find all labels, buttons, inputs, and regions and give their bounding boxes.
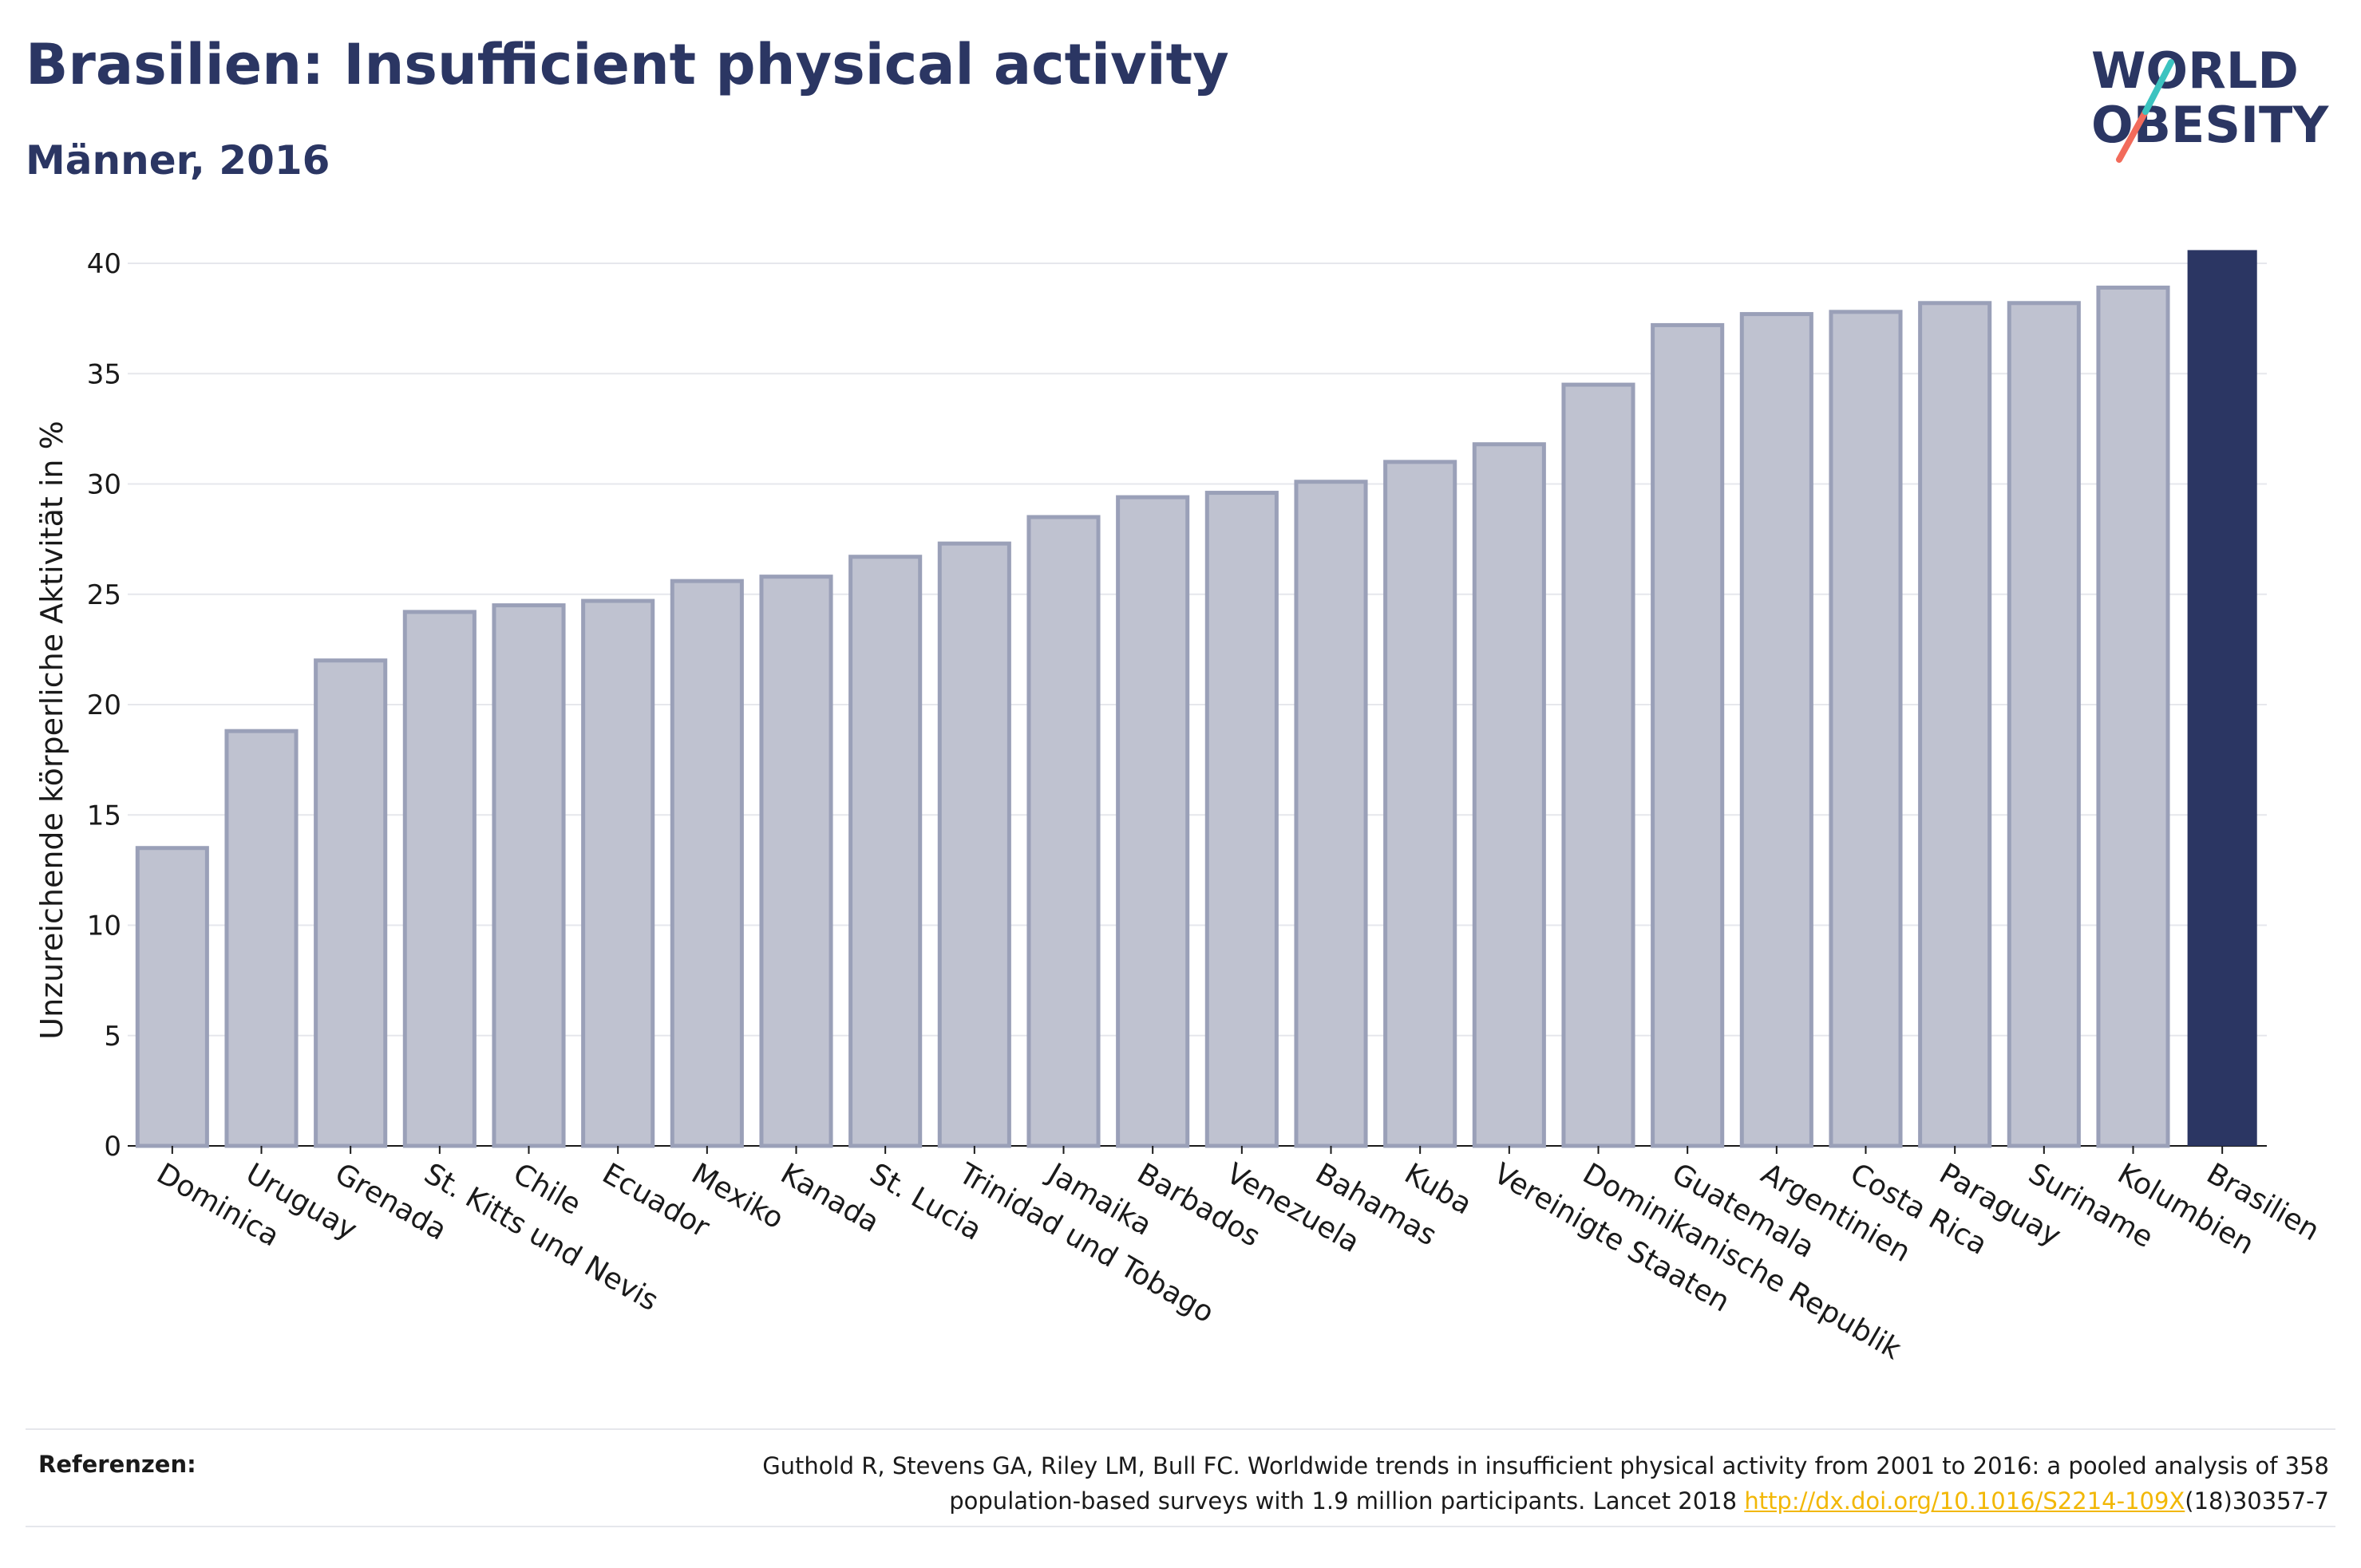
logo-slash-teal (2142, 59, 2174, 115)
references-label: Referenzen: (38, 1451, 196, 1478)
reference-line1: Guthold R, Stevens GA, Riley LM, Bull FC… (762, 1452, 2329, 1479)
y-tick-label: 20 (87, 689, 121, 721)
y-tick-label: 10 (87, 910, 121, 942)
bar-mexiko (670, 579, 744, 1148)
reference-line2: population-based surveys with 1.9 millio… (949, 1487, 1745, 1515)
bar-costa-rica (1829, 310, 1903, 1148)
bar-grenada (314, 658, 388, 1148)
bar-kanada (759, 575, 833, 1148)
bar-trinidad-und-tobago (937, 541, 1011, 1148)
bar-guatemala (1651, 322, 1725, 1148)
chart-title: Brasilien: Insufficient physical activit… (26, 32, 1229, 97)
footer-divider-bottom (26, 1526, 2335, 1527)
bar-argentinien (1739, 312, 1813, 1148)
bar-st-kitts-und-nevis (402, 610, 477, 1148)
bar-uruguay (224, 729, 299, 1148)
bar-vereinigte-staaten (1472, 442, 1546, 1148)
y-tick-label: 30 (87, 469, 121, 501)
bar-chart: 0 5 10 15 20 25 30 35 40 DominicaUruguayGrenadaS… (34, 248, 2325, 1366)
bar-suriname (2007, 301, 2081, 1148)
y-tick-label: 5 (104, 1021, 121, 1053)
references-text: Guthold R, Stevens GA, Riley LM, Bull FC… (493, 1448, 2329, 1519)
chart-subtitle: Männer, 2016 (26, 137, 330, 184)
bar-brasilien (2187, 250, 2257, 1146)
bar-dominica (135, 846, 209, 1148)
grid-layer (128, 263, 2267, 1147)
world-obesity-logo: WORLD OBESITY (2091, 41, 2329, 163)
y-axis: 0 5 10 15 20 25 30 35 40 (87, 248, 121, 1163)
bar-st-lucia (848, 555, 923, 1148)
bar-paraguay (1918, 301, 1992, 1148)
bar-ecuador (581, 598, 655, 1148)
bar-kuba (1383, 460, 1457, 1148)
logo-slash-red (2116, 109, 2149, 163)
y-tick-label: 0 (104, 1131, 121, 1163)
bar-bahamas (1294, 480, 1368, 1148)
y-tick-label: 35 (87, 358, 121, 390)
bar-layer (135, 250, 2257, 1148)
bar-venezuela (1204, 491, 1279, 1148)
bar-dominikanische-republik (1561, 382, 1635, 1148)
x-tick-label: Kanada (775, 1157, 884, 1239)
y-axis-label: Unzureichende körperliche Aktivität in % (34, 421, 69, 1039)
y-tick-label: 25 (87, 579, 121, 611)
y-tick-label: 15 (87, 800, 121, 831)
bar-kolumbien (2096, 285, 2170, 1148)
bar-chile (492, 603, 566, 1148)
y-tick-label: 40 (87, 248, 121, 280)
bar-jamaika (1026, 515, 1101, 1148)
footer-divider-top (26, 1428, 2335, 1430)
logo-line1: WORLD (2091, 41, 2299, 100)
reference-doi-link[interactable]: http://dx.doi.org/10.1016/S2214-109X (1744, 1487, 2185, 1515)
bar-barbados (1116, 495, 1190, 1148)
reference-suffix: (18)30357-7 (2185, 1487, 2329, 1515)
